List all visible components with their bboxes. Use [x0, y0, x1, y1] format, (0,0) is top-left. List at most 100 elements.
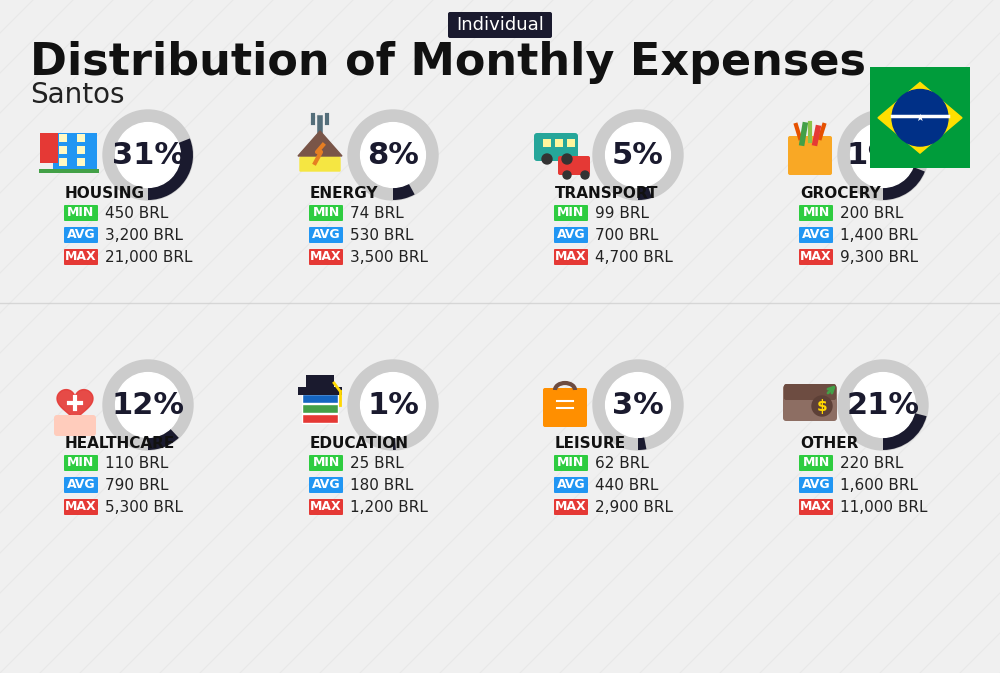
Text: OTHER: OTHER [800, 435, 858, 450]
Text: HOUSING: HOUSING [65, 186, 145, 201]
FancyBboxPatch shape [783, 385, 837, 421]
Text: AVG: AVG [67, 479, 95, 491]
Circle shape [593, 110, 683, 200]
FancyBboxPatch shape [309, 205, 343, 221]
FancyBboxPatch shape [534, 133, 578, 161]
Text: 62 BRL: 62 BRL [595, 456, 649, 470]
Circle shape [892, 90, 948, 146]
FancyBboxPatch shape [53, 133, 97, 171]
Text: 8%: 8% [367, 141, 419, 170]
Circle shape [838, 110, 928, 200]
Text: 3%: 3% [612, 390, 664, 419]
FancyBboxPatch shape [309, 499, 343, 515]
FancyBboxPatch shape [554, 227, 588, 243]
Text: HEALTHCARE: HEALTHCARE [65, 435, 175, 450]
FancyBboxPatch shape [868, 65, 972, 170]
Circle shape [593, 360, 683, 450]
Circle shape [542, 154, 552, 164]
FancyBboxPatch shape [543, 388, 587, 427]
FancyBboxPatch shape [306, 375, 334, 387]
FancyBboxPatch shape [64, 249, 98, 265]
FancyBboxPatch shape [799, 249, 833, 265]
FancyBboxPatch shape [40, 133, 58, 163]
Text: 11,000 BRL: 11,000 BRL [840, 499, 928, 514]
Text: 1,200 BRL: 1,200 BRL [350, 499, 428, 514]
Text: 790 BRL: 790 BRL [105, 478, 168, 493]
Text: AVG: AVG [802, 479, 830, 491]
Text: AVG: AVG [557, 229, 585, 242]
Wedge shape [883, 155, 925, 200]
FancyBboxPatch shape [302, 414, 338, 423]
Text: 19%: 19% [846, 141, 920, 170]
Circle shape [116, 122, 180, 187]
Circle shape [116, 373, 180, 437]
FancyBboxPatch shape [448, 12, 552, 38]
Text: 3,500 BRL: 3,500 BRL [350, 250, 428, 264]
Text: MIN: MIN [312, 456, 340, 470]
Text: 200 BRL: 200 BRL [840, 205, 903, 221]
Text: 220 BRL: 220 BRL [840, 456, 903, 470]
FancyBboxPatch shape [59, 158, 67, 166]
Text: AVG: AVG [557, 479, 585, 491]
Text: 110 BRL: 110 BRL [105, 456, 168, 470]
FancyBboxPatch shape [39, 169, 99, 173]
Text: 1%: 1% [367, 390, 419, 419]
FancyBboxPatch shape [799, 499, 833, 515]
FancyBboxPatch shape [77, 158, 85, 166]
Circle shape [851, 373, 915, 437]
Circle shape [851, 122, 915, 187]
Circle shape [348, 360, 438, 450]
Text: 5%: 5% [612, 141, 664, 170]
Text: 1,400 BRL: 1,400 BRL [840, 227, 918, 242]
Text: MIN: MIN [67, 207, 95, 219]
FancyBboxPatch shape [77, 134, 85, 142]
Text: 700 BRL: 700 BRL [595, 227, 658, 242]
Text: AVG: AVG [312, 229, 340, 242]
Polygon shape [300, 135, 340, 171]
Circle shape [348, 110, 438, 200]
FancyBboxPatch shape [309, 227, 343, 243]
FancyBboxPatch shape [309, 249, 343, 265]
Text: MAX: MAX [555, 501, 587, 513]
Text: 5,300 BRL: 5,300 BRL [105, 499, 183, 514]
FancyBboxPatch shape [554, 455, 588, 471]
Wedge shape [148, 139, 193, 200]
FancyBboxPatch shape [784, 384, 836, 400]
FancyBboxPatch shape [64, 455, 98, 471]
Text: MIN: MIN [802, 207, 830, 219]
Text: $: $ [817, 398, 827, 413]
Text: EDUCATION: EDUCATION [310, 435, 409, 450]
Text: AVG: AVG [67, 229, 95, 242]
Polygon shape [878, 83, 962, 153]
FancyBboxPatch shape [554, 499, 588, 515]
FancyBboxPatch shape [543, 139, 551, 147]
FancyBboxPatch shape [309, 477, 343, 493]
FancyBboxPatch shape [309, 455, 343, 471]
Text: 4,700 BRL: 4,700 BRL [595, 250, 673, 264]
Text: Santos: Santos [30, 81, 124, 109]
Text: 2,900 BRL: 2,900 BRL [595, 499, 673, 514]
Text: MIN: MIN [67, 456, 95, 470]
Text: 25 BRL: 25 BRL [350, 456, 404, 470]
FancyBboxPatch shape [64, 227, 98, 243]
Text: 74 BRL: 74 BRL [350, 205, 404, 221]
Circle shape [563, 171, 571, 179]
FancyBboxPatch shape [302, 404, 338, 413]
Text: AVG: AVG [802, 229, 830, 242]
Circle shape [361, 373, 425, 437]
FancyBboxPatch shape [555, 139, 563, 147]
Circle shape [562, 154, 572, 164]
Text: MAX: MAX [555, 250, 587, 264]
Text: 21%: 21% [846, 390, 920, 419]
Polygon shape [57, 390, 93, 422]
FancyBboxPatch shape [799, 477, 833, 493]
Wedge shape [883, 405, 927, 450]
FancyBboxPatch shape [54, 415, 96, 436]
Wedge shape [638, 155, 652, 200]
Text: MIN: MIN [557, 207, 585, 219]
FancyBboxPatch shape [64, 499, 98, 515]
Text: 9,300 BRL: 9,300 BRL [840, 250, 918, 264]
FancyBboxPatch shape [59, 146, 67, 154]
Text: ENERGY: ENERGY [310, 186, 378, 201]
Text: 31%: 31% [112, 141, 184, 170]
